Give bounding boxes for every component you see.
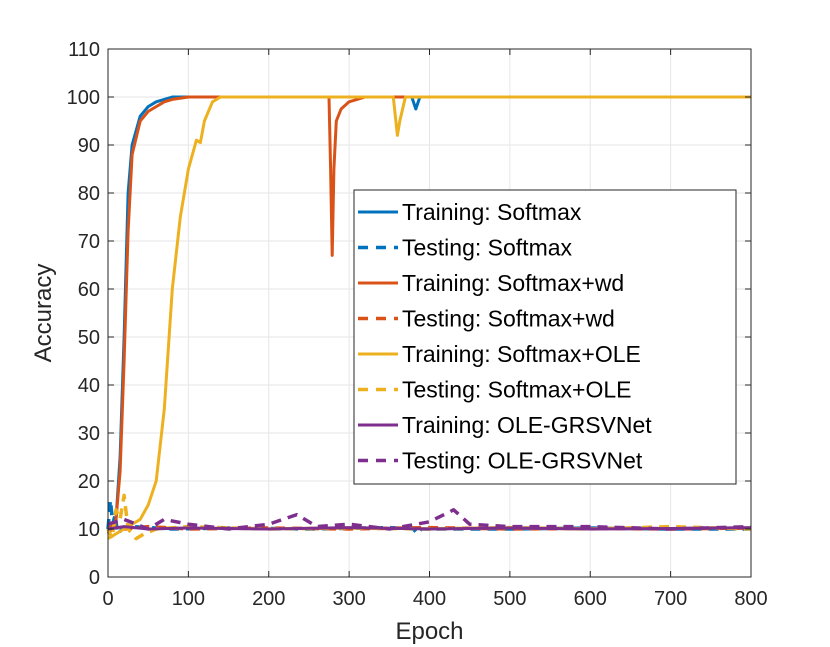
y-tick-label: 80 [78,183,100,205]
y-tick-label: 110 [68,39,100,61]
x-tick-label: 800 [734,588,767,610]
y-tick-label: 100 [67,87,100,109]
y-tick-label: 50 [78,327,100,349]
x-tick-label: 700 [654,588,687,610]
x-tick-label: 200 [252,588,285,610]
legend-entry-3: Training: Softmax+wd [402,270,624,296]
x-axis-label: Epoch [395,618,463,645]
legend-entry-7: Training: OLE-GRSVNet [402,412,652,438]
x-tick-label: 600 [574,588,607,610]
series-line-3 [106,95,751,535]
x-tick-label: 300 [332,588,365,610]
y-tick-label: 20 [78,471,100,493]
y-tick-label: 90 [78,135,100,157]
legend: Training: Softmax Testing: Softmax Trainin… [353,189,737,485]
series-layer [106,95,752,541]
y-axis-label: Accuracy [30,264,57,363]
legend-entry-4: Testing: Softmax+wd [402,306,615,332]
x-tick-label: 0 [102,588,113,610]
series-line-5 [107,95,751,540]
y-tick-label: 40 [78,375,100,397]
y-tick-label: 70 [78,231,100,253]
y-tick-label: 30 [78,423,100,445]
legend-entry-6: Testing: Softmax+OLE [402,377,631,403]
x-tick-label: 400 [413,588,446,610]
ticks: 0 100 200 300 400 500 600 700 800 0 10 20 30 40 50 60 70… [67,39,768,610]
x-tick-label: 100 [172,588,205,610]
y-tick-label: 10 [78,519,100,541]
series-line-8 [107,508,752,531]
legend-entry-1: Training: Softmax [402,199,582,225]
legend-entry-8: Testing: OLE-GRSVNet [402,448,643,474]
y-tick-label: 60 [78,279,100,301]
legend-entry-5: Training: Softmax+OLE [402,341,641,367]
x-tick-label: 500 [493,588,526,610]
y-tick-label: 0 [89,567,100,589]
legend-box [353,189,737,485]
legend-entry-2: Testing: Softmax [402,235,573,261]
